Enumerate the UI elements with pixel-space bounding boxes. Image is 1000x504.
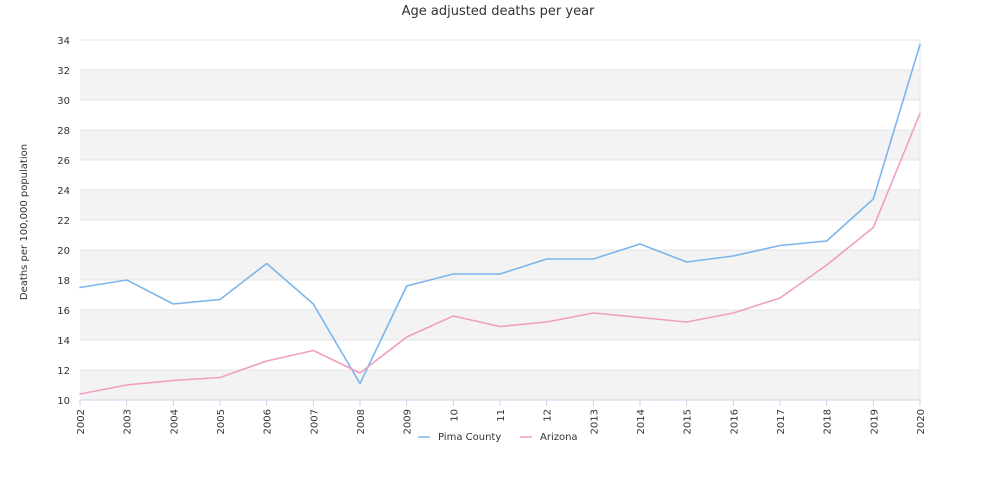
x-tick-label: 12 bbox=[543, 409, 554, 422]
chart-title: Age adjusted deaths per year bbox=[402, 4, 595, 19]
y-tick-label: 26 bbox=[57, 156, 70, 167]
y-tick-label: 18 bbox=[57, 276, 70, 287]
y-tick-label: 12 bbox=[57, 366, 70, 377]
plot-band bbox=[80, 340, 920, 370]
plot-band bbox=[80, 310, 920, 340]
series-line-arizona[interactable] bbox=[79, 112, 921, 395]
y-tick-label: 22 bbox=[57, 216, 70, 227]
plot-band bbox=[80, 370, 920, 400]
x-tick-label: 2008 bbox=[356, 409, 367, 434]
y-tick-label: 30 bbox=[57, 96, 70, 107]
legend-label-arizona: Arizona bbox=[540, 432, 578, 443]
plot-band bbox=[80, 250, 920, 280]
x-tick-label: 2016 bbox=[729, 409, 740, 434]
x-tick-label: 11 bbox=[496, 409, 507, 422]
y-tick-label: 14 bbox=[57, 336, 70, 347]
x-tick-label: 2018 bbox=[823, 409, 834, 434]
legend-label-pima-county: Pima County bbox=[438, 432, 501, 443]
plot-band bbox=[80, 160, 920, 190]
x-tick-label: 2014 bbox=[636, 409, 647, 434]
plot-band bbox=[80, 280, 920, 310]
x-axis: 2002 2003 2004 2005 2006 2007 2008 2009 10 11 12 20… bbox=[76, 399, 927, 434]
x-tick-label: 2015 bbox=[683, 409, 694, 434]
y-tick-label: 10 bbox=[57, 396, 70, 407]
x-tick-label: 10 bbox=[449, 409, 460, 422]
x-tick-label: 2006 bbox=[263, 409, 274, 434]
legend-item-arizona[interactable]: Arizona bbox=[520, 432, 578, 443]
x-tick-label: 2017 bbox=[776, 409, 787, 434]
y-tick-label: 16 bbox=[57, 306, 70, 317]
y-axis: 10 12 14 16 18 20 22 24 26 28 30 32 34 bbox=[57, 36, 70, 407]
plot-band bbox=[80, 190, 920, 220]
plot-band bbox=[80, 100, 920, 130]
x-tick-label: 2019 bbox=[869, 409, 880, 434]
x-tick-label: 2004 bbox=[169, 409, 180, 434]
y-tick-label: 28 bbox=[57, 126, 70, 137]
y-axis-label: Deaths per 100,000 population bbox=[19, 144, 30, 300]
series-lines bbox=[79, 43, 921, 395]
x-tick-label: 2020 bbox=[916, 409, 927, 434]
x-tick-label: 2013 bbox=[589, 409, 600, 434]
legend-item-pima-county[interactable]: Pima County bbox=[418, 432, 501, 443]
x-tick-label: 2005 bbox=[216, 409, 227, 434]
x-tick-label: 2002 bbox=[76, 409, 87, 434]
y-tick-label: 32 bbox=[57, 66, 70, 77]
y-tick-label: 24 bbox=[57, 186, 70, 197]
series-line-pima-county[interactable] bbox=[79, 43, 921, 385]
x-tick-label: 2009 bbox=[403, 409, 414, 434]
y-tick-label: 20 bbox=[57, 246, 70, 257]
plot-background bbox=[80, 40, 920, 400]
plot-band bbox=[80, 130, 920, 160]
x-tick-label: 2007 bbox=[309, 409, 320, 434]
legend[interactable]: Pima County Arizona bbox=[418, 432, 578, 443]
plot-band bbox=[80, 220, 920, 250]
x-tick-label: 2003 bbox=[123, 409, 134, 434]
plot-band bbox=[80, 40, 920, 70]
y-tick-label: 34 bbox=[57, 36, 70, 47]
plot-band bbox=[80, 70, 920, 100]
